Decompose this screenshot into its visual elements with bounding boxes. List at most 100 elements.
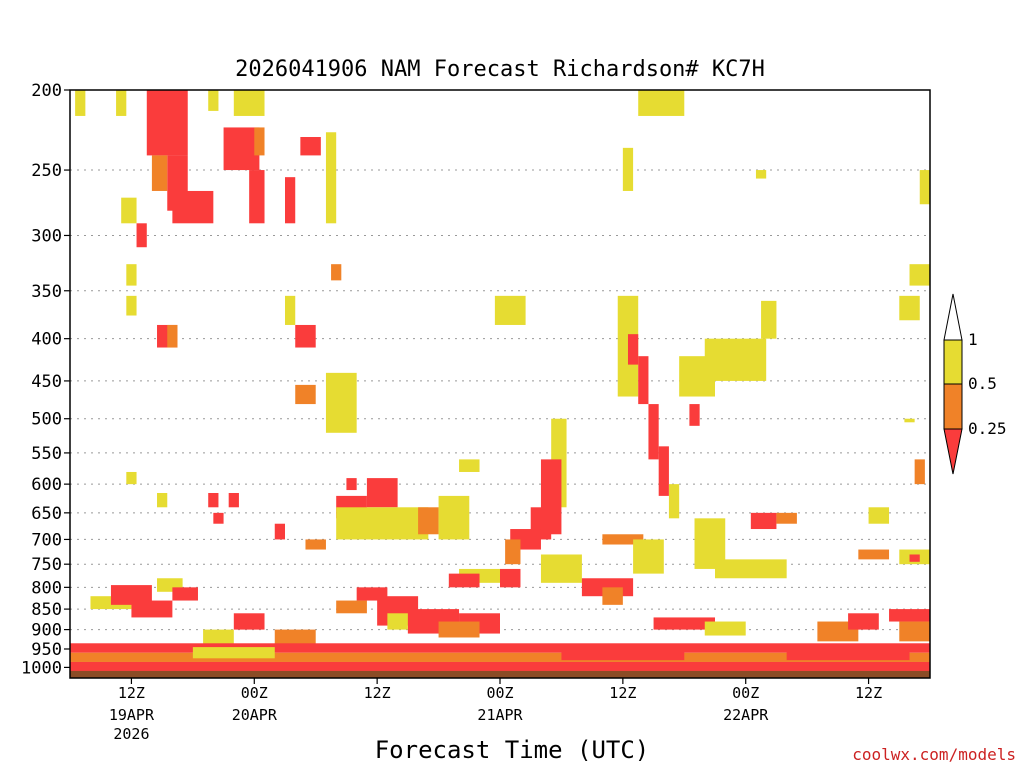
ri-cell — [233, 613, 265, 630]
ri-cell — [658, 446, 669, 496]
x-tick-label: 00Z — [241, 684, 268, 702]
ri-cell — [540, 554, 582, 583]
y-tick-label: 300 — [31, 226, 62, 246]
y-tick-label: 700 — [31, 530, 62, 550]
ri-cell — [704, 621, 746, 636]
legend-swatch-orange — [943, 383, 963, 430]
ri-cell — [904, 418, 915, 423]
ri-cell — [336, 507, 429, 540]
x-tick-label: 12Z — [609, 684, 636, 702]
ri-cell — [285, 295, 296, 325]
ri-cell — [622, 147, 634, 191]
legend-swatch-high — [943, 293, 963, 341]
x-tick-date: 22APR — [723, 706, 769, 724]
ri-cell — [75, 90, 86, 116]
ri-cell — [848, 613, 879, 630]
ri-cell — [602, 587, 623, 605]
ri-cell — [459, 459, 480, 472]
ri-cell — [668, 484, 680, 519]
ri-cell — [70, 661, 930, 672]
ri-cell — [70, 652, 930, 662]
ri-cell — [919, 170, 930, 205]
x-tick-label: 12Z — [855, 684, 882, 702]
ri-cell — [213, 512, 224, 524]
ri-cell — [387, 613, 408, 630]
legend-swatch-red — [943, 428, 963, 475]
y-tick-label: 600 — [31, 475, 62, 495]
ri-cell — [418, 507, 439, 535]
x-tick-label: 12Z — [364, 684, 391, 702]
ri-cell — [366, 478, 398, 508]
x-tick-label: 00Z — [486, 684, 513, 702]
ri-cell — [208, 492, 219, 508]
ri-cell — [228, 492, 239, 508]
ri-cell — [755, 170, 767, 179]
ri-cell — [346, 478, 357, 491]
ri-cell — [274, 523, 285, 540]
ri-cell — [331, 264, 342, 281]
ri-cell — [633, 539, 664, 574]
ri-cell — [438, 621, 480, 638]
x-axis-title: Forecast Time (UTC) — [375, 736, 650, 764]
y-axis: 200 250 300 350 400 450 500 550 600 650 700 750 8008… — [21, 81, 70, 678]
ri-cell — [899, 295, 920, 321]
ri-cell — [653, 617, 715, 630]
plot-area — [70, 90, 930, 678]
y-tick-label: 650 — [31, 504, 62, 524]
ri-cell — [627, 334, 639, 365]
ri-cell — [325, 372, 357, 433]
y-tick-label: 450 — [31, 372, 62, 392]
ri-cell — [638, 356, 649, 405]
x-tick-date: 19APR — [109, 706, 155, 724]
ri-cell — [223, 127, 260, 171]
y-tick-label: 900 — [31, 621, 62, 641]
legend-label: 0.5 — [968, 374, 997, 393]
ri-cell — [249, 170, 265, 224]
y-tick-label: 750 — [31, 555, 62, 575]
ri-cell — [689, 404, 700, 426]
ri-cell — [909, 554, 920, 562]
ri-cell — [505, 539, 521, 565]
y-tick-label: 400 — [31, 330, 62, 350]
ri-cell — [116, 90, 127, 116]
ri-cell — [858, 549, 890, 560]
legend-label: 0.25 — [968, 419, 1007, 438]
ri-cell — [126, 471, 137, 485]
legend-swatch-yellow — [943, 339, 963, 385]
x-tick-date: 20APR — [232, 706, 278, 724]
ri-cell — [868, 507, 890, 524]
ri-cell — [172, 190, 214, 224]
ri-cell — [157, 492, 168, 508]
y-tick-label: 850 — [31, 600, 62, 620]
ri-cell — [561, 648, 685, 661]
ri-cell — [126, 264, 137, 286]
ri-cell — [233, 90, 265, 116]
ri-cell — [704, 338, 767, 381]
ri-cell — [909, 264, 930, 286]
ri-cell — [295, 384, 316, 405]
ri-cell — [914, 459, 925, 485]
ri-cell — [167, 324, 178, 348]
ri-cell — [889, 609, 930, 622]
ri-cell — [899, 621, 930, 642]
y-tick-label: 800 — [31, 578, 62, 598]
ri-cell — [336, 600, 367, 614]
ri-cell — [300, 137, 321, 156]
ri-cell — [136, 223, 147, 248]
ri-cell — [172, 587, 198, 601]
ground-surface — [70, 670, 930, 678]
color-legend: 1 0.5 0.25 — [943, 293, 1007, 475]
legend-label: 1 — [968, 330, 978, 349]
x-tick-label: 12Z — [118, 684, 145, 702]
ri-cell — [500, 568, 521, 588]
y-tick-label: 500 — [31, 410, 62, 430]
richardson-cells — [70, 90, 930, 672]
ri-cell — [638, 90, 685, 116]
credit-text: coolwx.com/models — [852, 745, 1016, 764]
ri-cell — [776, 512, 797, 524]
y-tick-label: 1000 — [21, 658, 62, 678]
y-tick-label: 950 — [31, 640, 62, 660]
ri-cell — [438, 495, 470, 540]
